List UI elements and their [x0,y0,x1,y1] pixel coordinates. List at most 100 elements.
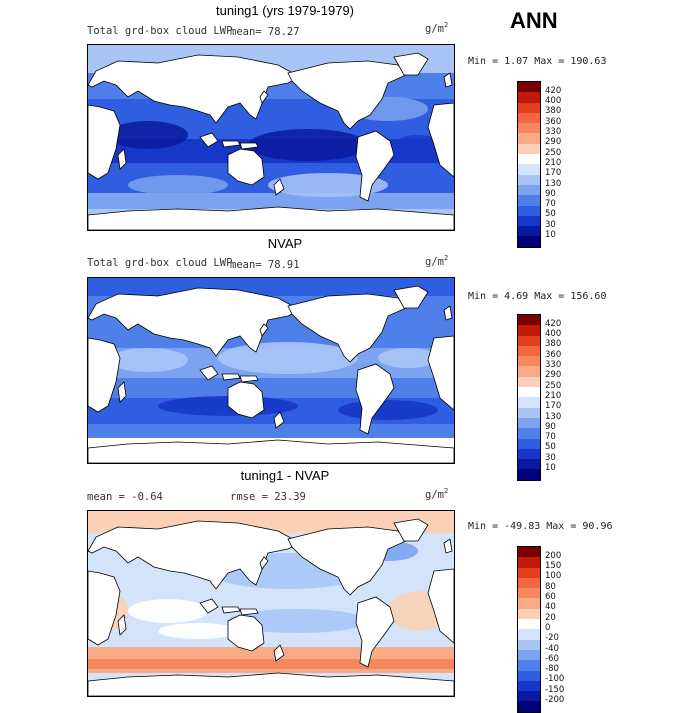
field-patch [128,599,208,623]
colorbar-tick-label: 400 [545,329,562,340]
colorbar-swatch [518,417,540,429]
colorbar-tick-label: 90 [545,188,556,199]
colorbar-swatch [518,133,540,144]
colorbar-swatch [518,236,540,247]
coastline [239,142,259,150]
coastline [259,90,269,104]
panel-minmax: Min = 4.69 Max = 156.60 [468,291,607,302]
colorbar-swatch [518,376,540,388]
map-model [87,44,455,231]
colorbar-swatch [518,660,540,671]
panel-minmax: Min = -49.83 Max = 90.96 [468,521,613,532]
panel-subtitle: Total grd-box cloud LWP [87,25,233,37]
coastline [199,598,219,614]
colorbar-swatch [518,356,540,367]
colorbar-tick-label: 10 [545,230,556,240]
coastline [227,148,265,186]
colorbar-tick-label: 330 [545,127,562,137]
colorbar-swatch [518,639,540,650]
field-patch [218,342,358,374]
coastline [273,411,285,429]
colorbar-swatch [518,557,540,568]
panel-rmse: rmse = 23.39 [230,491,306,503]
panel-subtitle: Total grd-box cloud LWP [87,257,233,269]
colorbar-swatch [518,547,540,558]
colorbar-tick-label: 70 [545,432,556,443]
panel-title: tuning1 - NVAP [240,468,330,483]
coastline [239,608,259,616]
coastline [199,132,219,148]
colorbar-tick-label: 20 [545,612,556,623]
colorbar-tick-label: 330 [545,360,562,370]
colorbar-swatch [518,215,540,227]
colorbar-swatch [518,598,540,609]
coastline [443,305,453,321]
field-patch [338,400,438,420]
colorbar-tick-label: 250 [545,380,562,391]
colorbar-swatch [518,315,540,326]
coastline [221,140,241,148]
coastline [273,178,285,196]
colorbar-tick-label: 0 [545,622,551,633]
coastline [88,520,301,590]
map-svg [88,278,454,463]
colorbar-swatch [518,335,540,346]
coastline [287,526,407,596]
panel-unit: g/m2 [425,487,449,501]
coastline [221,606,241,614]
coastline [239,375,259,383]
colorbar-tick-label: 170 [545,401,562,412]
colorbar-swatch [518,448,540,460]
panel-mean: mean = -0.64 [87,491,163,503]
colorbar-tick-label: 10 [545,463,556,473]
panel-mean: mean= 78.91 [230,259,300,271]
panel-unit: g/m2 [425,21,449,35]
coastline [227,381,265,419]
colorbar-swatch [518,143,540,155]
colorbar-tick-label: 170 [545,168,562,179]
field-patch [248,129,368,161]
colorbar-swatch [518,407,540,418]
panel-title: NVAP [267,236,303,251]
field-patch [158,623,238,639]
colorbar-tick-label: -60 [545,653,559,664]
colorbar-tick-label: 380 [545,339,562,350]
colorbar-tick-label: 210 [545,390,562,401]
coastline [287,293,407,363]
colorbar-swatch [518,387,540,398]
coastline [227,614,265,652]
colorbar-tick-label: 50 [545,442,556,453]
coastline [355,130,395,202]
field-patch [394,135,442,155]
colorbar-tick-label: 50 [545,209,556,220]
colorbar-swatch [518,567,540,578]
colorbar-swatch [518,92,540,103]
colorbar-swatch [518,629,540,640]
colorbar-tick-label: 100 [545,571,562,582]
coastline [259,556,269,570]
map-svg [88,511,454,696]
colorbar-swatch [518,691,540,702]
coastline [355,596,395,668]
coastline [393,52,429,76]
colorbar-swatch [518,123,540,134]
colorbar [517,314,541,481]
colorbar-tick-label: 210 [545,157,562,168]
colorbar-swatch [518,608,540,620]
colorbar-swatch [518,670,540,681]
field-patch [228,609,368,633]
colorbar-tick-label: 200 [545,550,562,561]
coastline [427,568,454,644]
colorbar-tick-label: 290 [545,137,562,148]
colorbar-swatch [518,680,540,692]
coastline [393,285,429,309]
coastline [88,104,121,180]
field-patch [378,348,438,368]
map-obs [87,277,455,464]
colorbar [517,546,541,713]
colorbar-tick-label: 250 [545,147,562,158]
colorbar-swatch [518,82,540,93]
coastline [117,148,127,170]
colorbar-tick-label: 420 [545,318,562,329]
colorbar-swatch [518,588,540,599]
